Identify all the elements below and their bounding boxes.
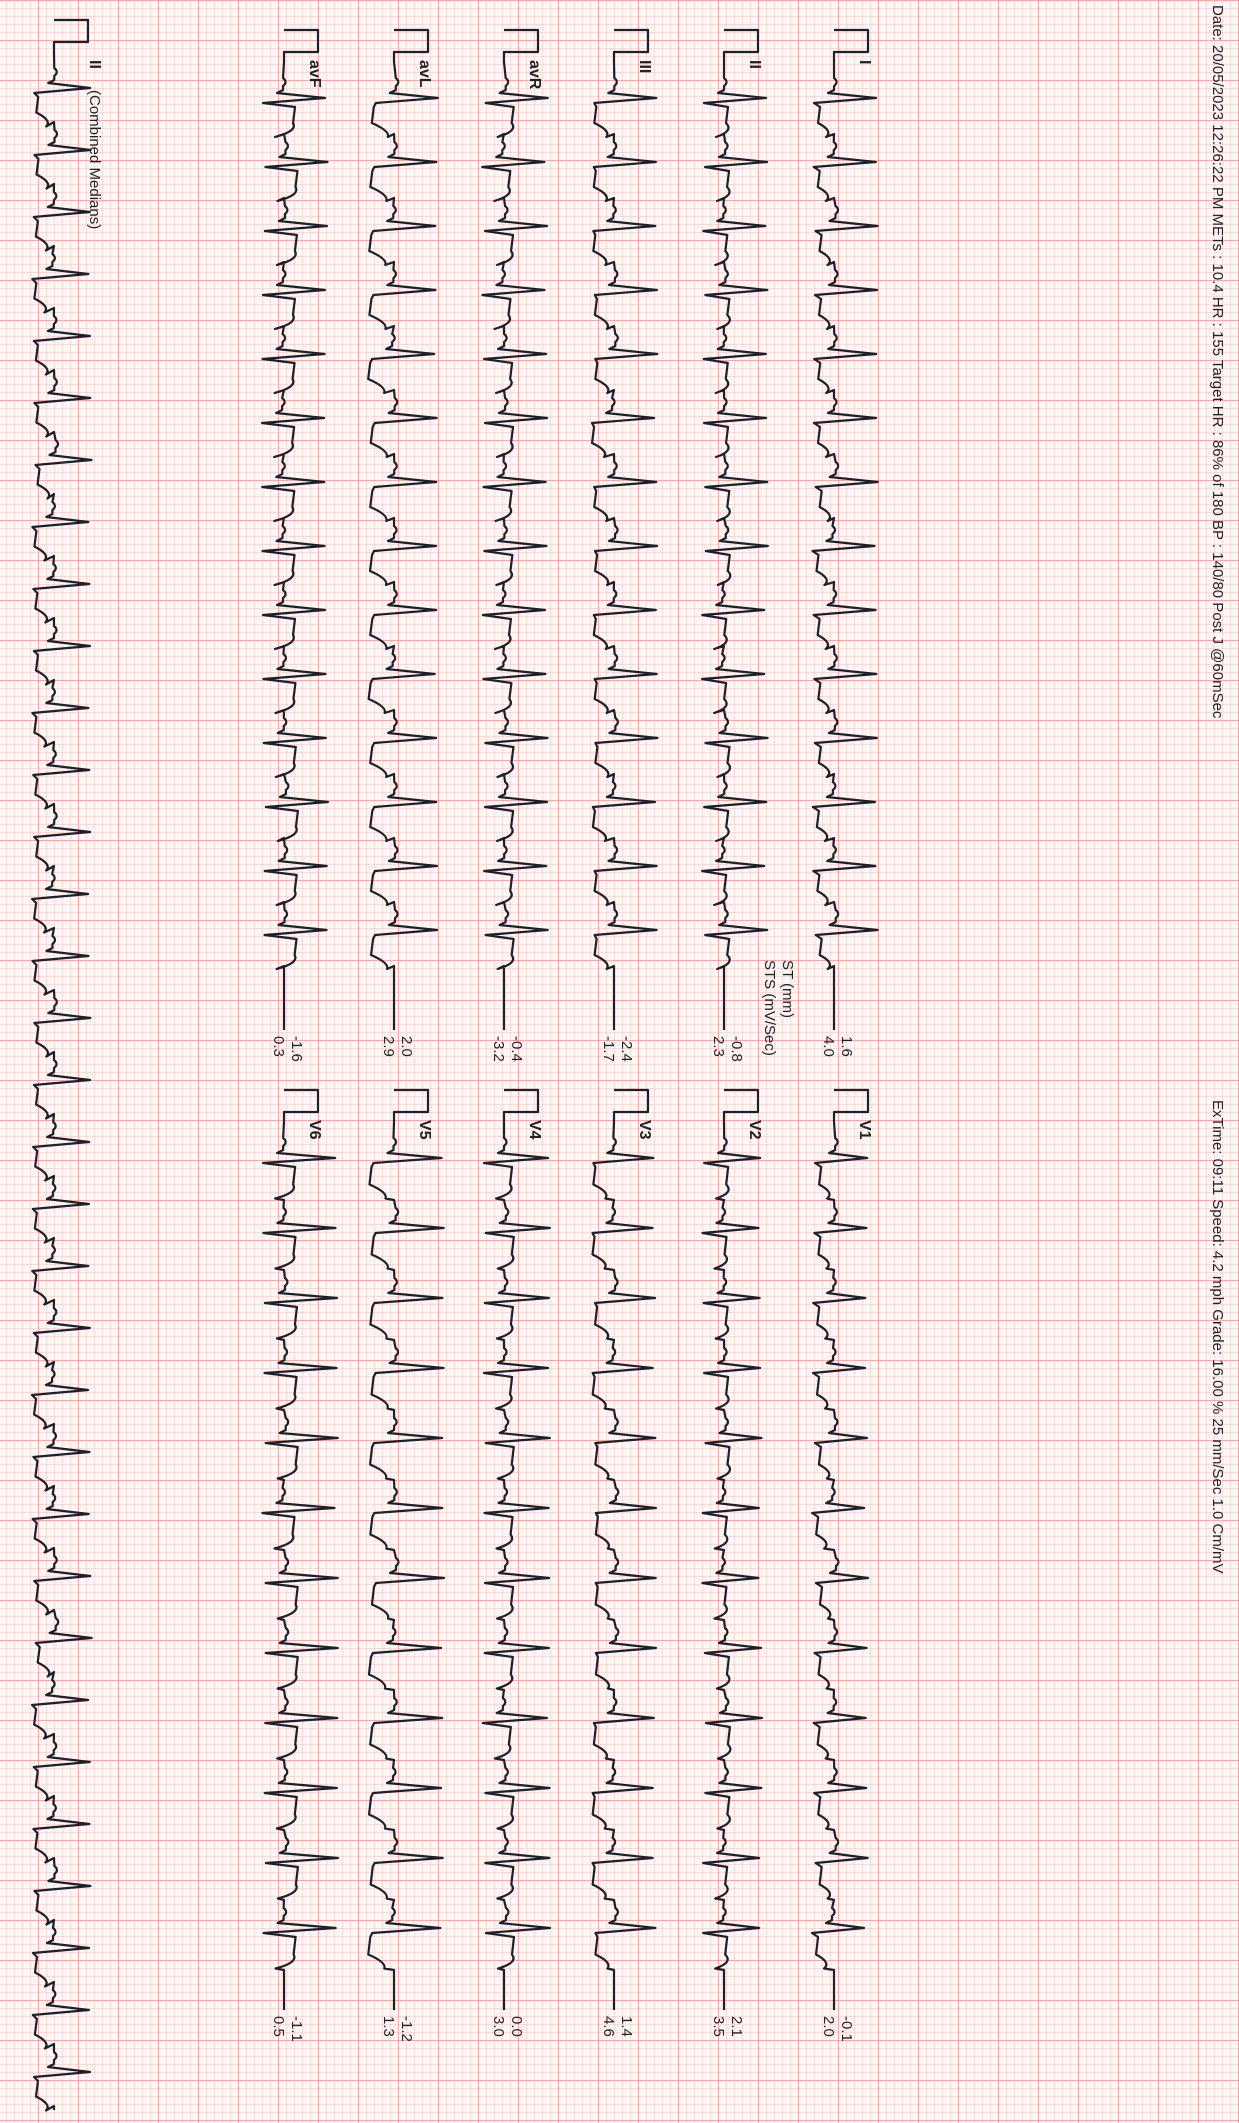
sts-value: 1.3: [380, 2016, 397, 2037]
ecg-drawing: Date: 20/05/2023 12:26:22 PM METs : 10.4…: [0, 0, 1239, 2123]
lead-label: II: [86, 60, 103, 69]
ecg-trace: [702, 1090, 761, 2010]
lead-label: avL: [416, 60, 433, 88]
ecg-trace: [702, 30, 768, 1030]
sts-value: 3.0: [490, 2016, 507, 2037]
lead-label: avF: [306, 60, 323, 88]
lead-label: V5: [416, 1120, 433, 1140]
st-value: 2.0: [398, 1036, 415, 1057]
ecg-sheet: Date: 20/05/2023 12:26:22 PM METs : 10.4…: [0, 0, 1239, 2123]
ecg-trace: [812, 1090, 868, 2010]
sts-value: 0.5: [270, 2016, 287, 2037]
ecg-trace: [482, 30, 547, 1030]
ecg-trace: [368, 30, 438, 1030]
sts-heading: STS (mV/Sec): [761, 960, 778, 1056]
st-value: -1.6: [288, 1036, 305, 1062]
ecg-trace: [368, 1090, 444, 2010]
sts-value: 0.3: [270, 1036, 287, 1057]
ecg-trace: [593, 1090, 656, 2010]
lead-label: V1: [856, 1120, 873, 1140]
lead-label: V2: [746, 1120, 763, 1140]
sts-value: 4.6: [600, 2016, 617, 2037]
st-value: -1.1: [288, 2016, 305, 2042]
sts-value: -1.7: [600, 1036, 617, 1062]
ecg-trace: [592, 30, 657, 1030]
lead-label: III: [636, 60, 653, 73]
ecg-trace: [32, 20, 92, 2111]
lead-label: II: [746, 60, 763, 69]
st-heading: ST (mm): [779, 960, 796, 1018]
sts-value: 2.0: [820, 2016, 837, 2037]
st-value: -0.8: [728, 1036, 745, 1062]
sts-value: 2.3: [710, 1036, 727, 1057]
st-value: 1.6: [838, 1036, 855, 1057]
header-line: Date: 20/05/2023 12:26:22 PM METs : 10.4…: [1209, 5, 1226, 719]
lead-label: V4: [526, 1120, 543, 1140]
st-value: -1.2: [398, 2016, 415, 2042]
lead-label: I: [856, 60, 873, 64]
ecg-trace: [262, 30, 328, 1030]
rhythm-note: (Combined Medians): [86, 90, 103, 229]
sts-value: -3.2: [490, 1036, 507, 1062]
header-settings: ExTime: 09:11 Speed: 4.2 mph Grade: 16.0…: [1209, 1100, 1226, 1574]
st-value: 2.1: [728, 2016, 745, 2037]
page: Date: 20/05/2023 12:26:22 PM METs : 10.4…: [0, 0, 1239, 2123]
lead-label: avR: [526, 60, 543, 90]
lead-label: V6: [306, 1120, 323, 1140]
ecg-trace: [812, 30, 877, 1030]
st-value: 1.4: [618, 2016, 635, 2037]
st-value: -0.1: [838, 2016, 855, 2042]
lead-label: V3: [636, 1120, 653, 1140]
ecg-trace: [483, 1090, 550, 2010]
sts-value: 2.9: [380, 1036, 397, 1057]
sts-value: 4.0: [820, 1036, 837, 1057]
st-value: -2.4: [618, 1036, 635, 1062]
st-value: -0.4: [508, 1036, 525, 1062]
st-value: 0.0: [508, 2016, 525, 2037]
sts-value: 3.5: [710, 2016, 727, 2037]
ecg-trace: [262, 1090, 337, 2010]
